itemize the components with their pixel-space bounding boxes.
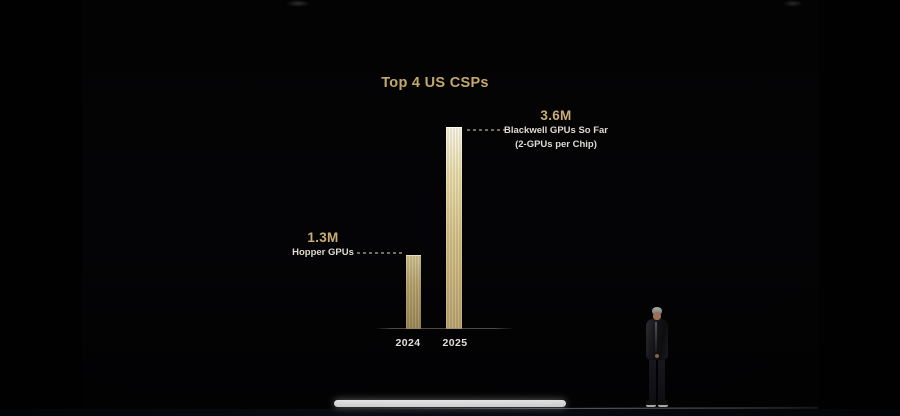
bar-2025-blackwell	[446, 127, 462, 329]
annotation-blackwell: 3.6M Blackwell GPUs So Far (2-GPUs per C…	[504, 108, 608, 151]
presenter-leg	[658, 360, 665, 401]
presenter-shoe	[646, 400, 656, 407]
annotation-sublabel-blackwell: (2-GPUs per Chip)	[504, 139, 608, 151]
chart-title: Top 4 US CSPs	[381, 75, 489, 91]
screen-smudge	[783, 0, 803, 7]
presenter-hand	[655, 354, 659, 358]
annotation-value-blackwell: 3.6M	[504, 108, 608, 123]
annotation-label-hopper: Hopper GPUs	[292, 247, 354, 259]
annotation-hopper: 1.3M Hopper GPUs	[292, 230, 354, 259]
presenter-shoe	[658, 400, 668, 407]
annotation-label-blackwell: Blackwell GPUs So Far	[504, 125, 608, 137]
bar-2024-hopper	[406, 255, 421, 329]
annotation-connector-hopper	[357, 252, 402, 254]
annotation-value-hopper: 1.3M	[292, 230, 354, 245]
presenter-hair	[652, 307, 662, 315]
stage-light-bar	[334, 400, 566, 407]
x-tick-label-2024: 2024	[396, 337, 421, 349]
presenter-face	[653, 312, 661, 320]
stage-floor	[0, 409, 900, 416]
x-tick-label-2025: 2025	[443, 337, 468, 349]
x-axis-line	[375, 328, 514, 329]
annotation-connector-blackwell	[467, 129, 506, 131]
presenter-jacket	[646, 319, 668, 360]
presenter-figure	[643, 307, 671, 408]
presenter-leg	[649, 360, 656, 401]
screen-smudge	[286, 0, 310, 7]
